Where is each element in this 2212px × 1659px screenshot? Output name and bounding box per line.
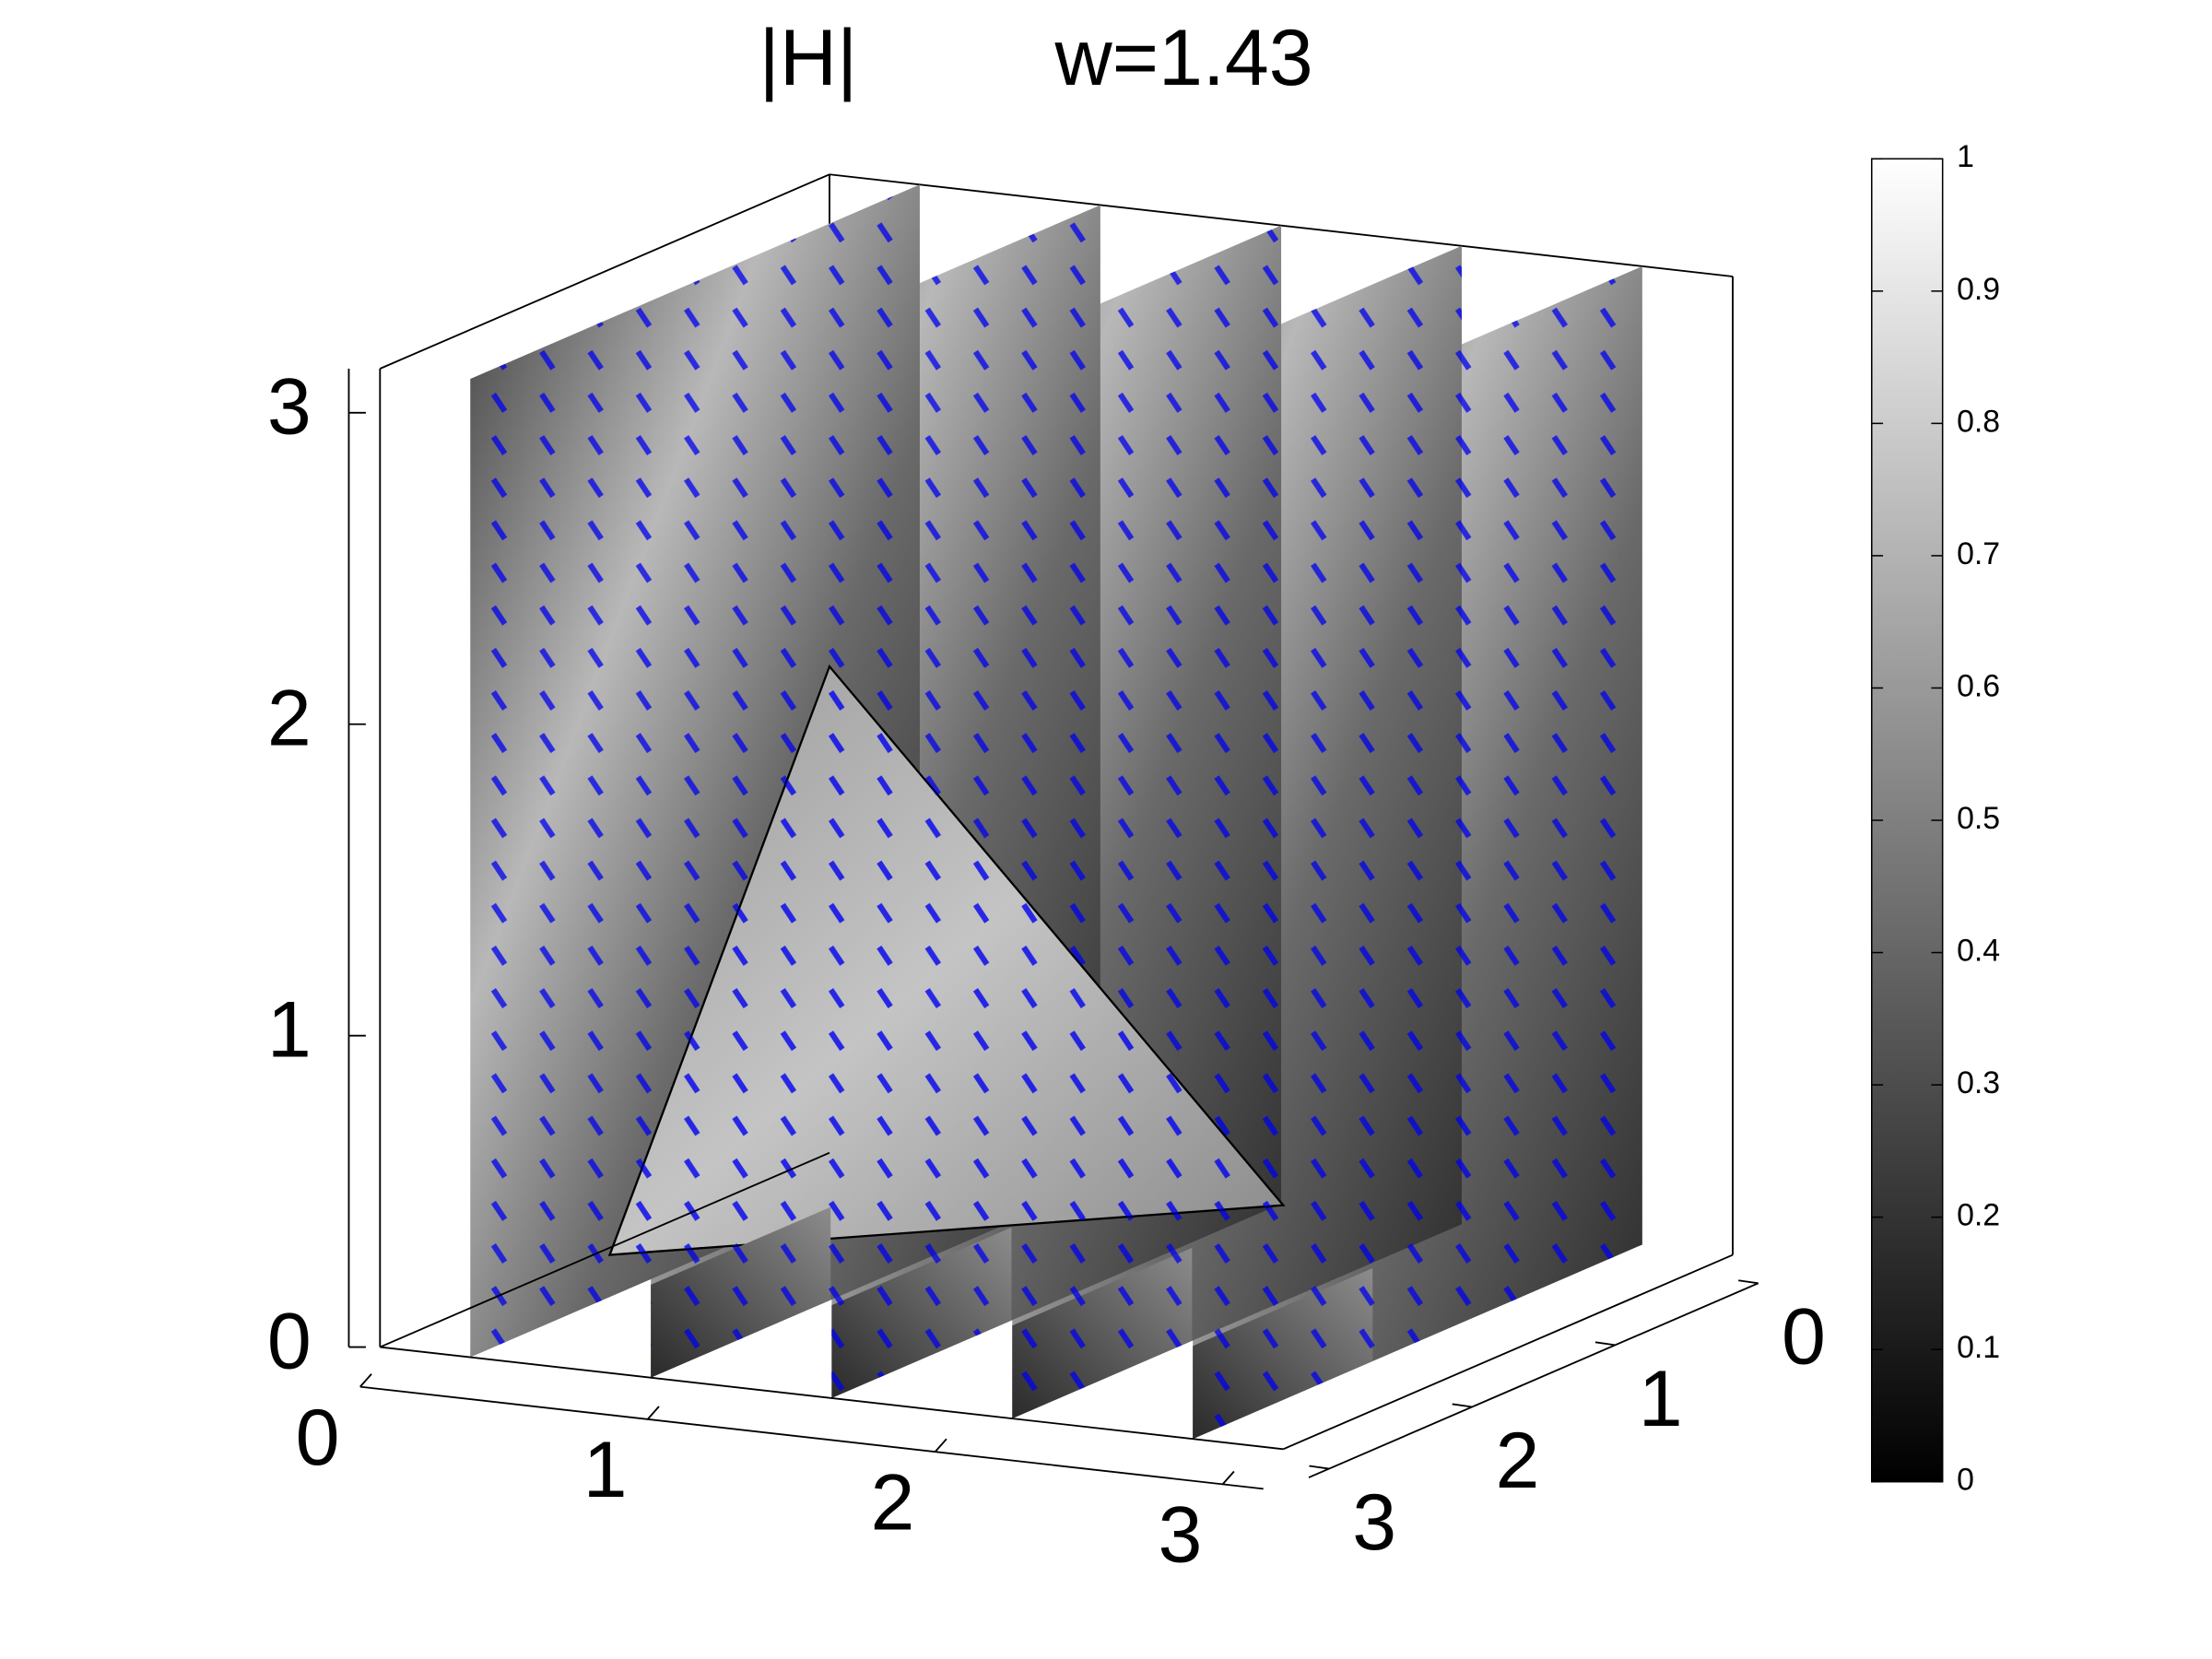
colorbar-tick-label: 1 (1957, 139, 1974, 174)
bottom-strips (651, 1206, 1373, 1440)
tick-mark (934, 1438, 947, 1453)
box-edge (829, 173, 1734, 277)
y-tick-label: 1 (1639, 1355, 1683, 1443)
tick-mark (359, 1373, 372, 1388)
x-tick-label: 1 (583, 1426, 628, 1514)
field-arrows (831, 1227, 1012, 1398)
colorbar-tick-label: 0 (1957, 1463, 1974, 1498)
chart-title: |H| (759, 14, 857, 102)
box-front (379, 369, 1734, 1451)
chart-subtitle: w=1.43 (1054, 14, 1313, 102)
colorbar-tick-label: 0.9 (1957, 272, 2000, 307)
box-edge (379, 1151, 830, 1348)
colorbar-tick-label: 0.6 (1957, 668, 2000, 703)
axes: 0 1 2 3 0 1 2 3 0 1 2 3 (267, 363, 1826, 1580)
box-edge (1282, 1253, 1734, 1451)
colorbar-tick-label: 0.4 (1957, 933, 2000, 968)
tick-mark (1309, 1465, 1330, 1470)
axis-line (1308, 1282, 1759, 1478)
axis-line (359, 1385, 1264, 1490)
field-arrows (651, 1206, 831, 1378)
colorbar-tick-label: 0.8 (1957, 404, 2000, 439)
colorbar-scale (1871, 158, 1944, 1483)
x-tick-label: 3 (1158, 1491, 1202, 1580)
tick-mark (647, 1406, 660, 1420)
box-edge (380, 1346, 1284, 1451)
field-arrows (1012, 1247, 1193, 1419)
tick-mark (1452, 1403, 1473, 1408)
colorbar-tick-label: 0.1 (1957, 1330, 2000, 1365)
x-tick-label: 0 (296, 1394, 340, 1482)
y-tick-label: 2 (1495, 1417, 1539, 1505)
z-tick-label: 1 (267, 985, 312, 1074)
colorbar: 0 0.1 0.2 0.3 0.4 0.5 0.6 0.7 0.8 0.9 1 (1871, 139, 2000, 1498)
colorbar-tick-label: 0.5 (1957, 801, 2000, 836)
box-edge (379, 173, 830, 370)
z-tick-label: 2 (267, 674, 312, 762)
z-tick-label: 0 (267, 1297, 312, 1385)
colorbar-tick-label: 0.2 (1957, 1198, 2000, 1233)
field-arrows (609, 666, 1284, 1255)
colorbar-tick-label: 0.3 (1957, 1065, 2000, 1100)
colorbar-tick-label: 0.7 (1957, 536, 2000, 571)
z-tick-label: 3 (267, 363, 312, 452)
y-tick-label: 0 (1782, 1293, 1826, 1382)
field-arrows (1193, 1268, 1373, 1440)
tick-mark (1594, 1341, 1616, 1347)
tick-mark (1221, 1470, 1235, 1486)
x-tick-label: 2 (871, 1458, 915, 1547)
tick-mark (1738, 1279, 1759, 1285)
y-tick-label: 3 (1352, 1478, 1396, 1567)
